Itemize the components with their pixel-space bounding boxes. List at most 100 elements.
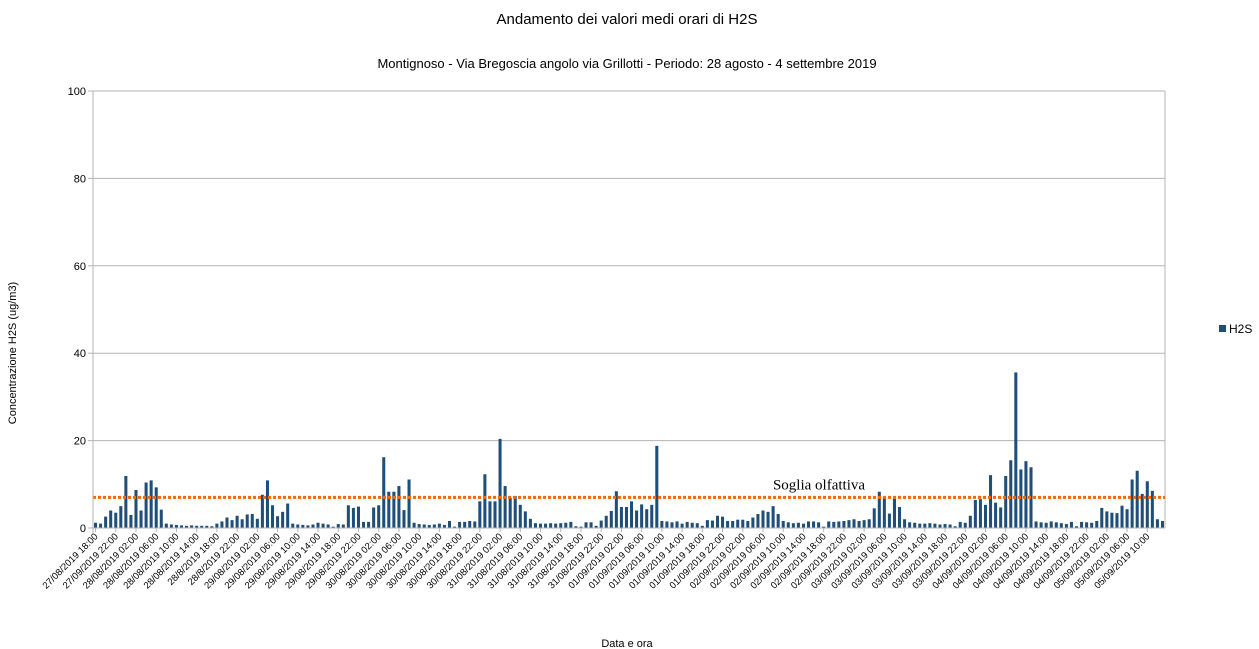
bar [250, 514, 254, 528]
bar [154, 487, 158, 528]
bar [185, 525, 189, 528]
bar [1009, 460, 1013, 528]
bar [630, 501, 634, 528]
bar [908, 522, 912, 528]
bar [837, 521, 841, 528]
bar [812, 521, 816, 528]
bar [715, 515, 720, 528]
y-tick-label: 60 [74, 261, 86, 273]
bar [933, 523, 937, 528]
bar [584, 522, 588, 528]
bar [392, 491, 396, 528]
bar [407, 479, 411, 528]
bar [801, 523, 805, 528]
bar [549, 523, 553, 528]
bar [898, 507, 902, 528]
bar [356, 506, 360, 528]
grid-lines [93, 90, 1166, 529]
bar [164, 523, 168, 528]
bar [1085, 522, 1089, 528]
bar [822, 526, 826, 528]
bar [999, 507, 1003, 528]
bar [569, 521, 573, 528]
bar [139, 510, 143, 528]
bar [680, 523, 684, 528]
bar [973, 500, 977, 528]
bar [422, 524, 426, 528]
bar [746, 521, 750, 528]
bar [538, 523, 543, 528]
bar [301, 524, 305, 528]
bar [99, 523, 103, 528]
bar [1069, 521, 1073, 528]
bar [1095, 521, 1099, 528]
bar [928, 523, 932, 528]
bar [1105, 511, 1109, 528]
legend: H2S [1219, 322, 1252, 336]
bar [892, 498, 896, 528]
bar [245, 514, 249, 528]
bar [1160, 521, 1164, 528]
bar [700, 525, 704, 528]
bar [721, 516, 725, 528]
bar [736, 519, 740, 528]
bar [311, 524, 315, 528]
bar [190, 525, 194, 528]
bar [726, 521, 730, 528]
bar [781, 521, 785, 528]
bar [397, 486, 401, 528]
bar [453, 526, 457, 528]
bar [655, 445, 659, 528]
bar [579, 526, 583, 528]
bar [412, 522, 416, 528]
bar [351, 507, 355, 528]
y-tick-label: 100 [68, 86, 86, 98]
bar [670, 522, 674, 528]
bar [665, 521, 669, 528]
bar [336, 524, 340, 528]
bar [1120, 505, 1124, 528]
bar [215, 523, 219, 528]
axes [92, 91, 1165, 533]
bar [710, 520, 714, 528]
bar [645, 509, 649, 528]
chart-subtitle: Montignoso - Via Bregoscia angolo via Gr… [377, 56, 876, 71]
bar [478, 501, 482, 528]
bar [270, 505, 275, 528]
bar [296, 524, 300, 528]
bar [609, 510, 613, 528]
bar [473, 521, 477, 528]
bar [882, 496, 886, 528]
bar [1044, 522, 1048, 528]
bar [1024, 461, 1028, 528]
bar [149, 480, 153, 528]
bar [796, 522, 800, 528]
bar-series [94, 372, 1164, 528]
bar [1125, 509, 1129, 528]
bar [493, 501, 497, 528]
bar [1064, 524, 1068, 528]
bar [220, 521, 224, 528]
bar [574, 526, 578, 528]
bar [806, 521, 811, 528]
bar [1039, 522, 1043, 528]
bar [776, 514, 780, 528]
bar [847, 520, 851, 528]
bar [498, 438, 502, 528]
bar [402, 510, 406, 528]
bar [225, 517, 229, 528]
y-axis-ticks: 0 20 40 60 80 100 [68, 86, 93, 535]
bar [1150, 490, 1154, 528]
y-tick-label: 40 [74, 348, 86, 360]
bar [923, 523, 927, 528]
bar [468, 521, 472, 528]
bar [867, 519, 871, 528]
bar [341, 524, 345, 528]
bar [437, 523, 441, 528]
bar [377, 505, 381, 528]
bar [594, 525, 598, 528]
bar [210, 526, 214, 528]
bar [958, 521, 962, 528]
bar [417, 524, 421, 528]
bar [751, 517, 755, 528]
